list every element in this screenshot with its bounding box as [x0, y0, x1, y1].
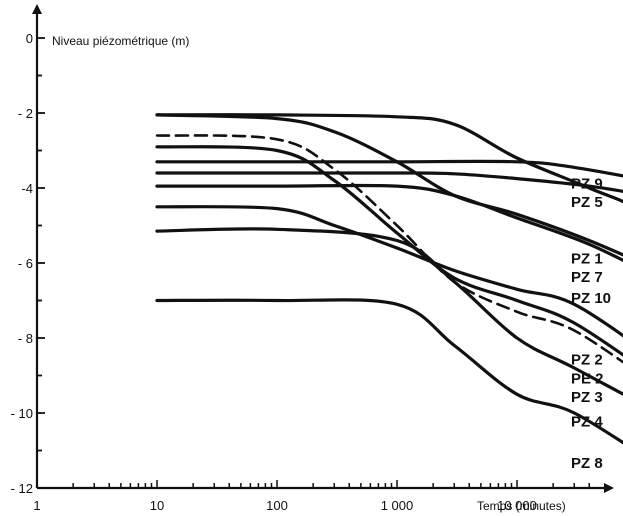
series-line-pz-2: [155, 205, 623, 338]
x-axis-title: Temps (minutes): [477, 499, 566, 513]
y-tick-label: -4: [21, 181, 33, 196]
x-tick-label: 10 000: [497, 498, 537, 513]
series-label-pe-2: PE 2: [571, 370, 604, 387]
series-line-pz-7: [155, 113, 623, 257]
y-tick-label: 0: [26, 31, 33, 46]
axes: 0 - 2 -4 - 6 - 8 - 10 - 121 10 100 1 000 10 000: [11, 4, 614, 513]
series-label-pz-5: PZ 5: [571, 194, 603, 211]
series-label-pz-2: PZ 2: [571, 352, 603, 369]
series-label-pz-1: PZ 1: [571, 250, 603, 267]
series-line-pz-10: [155, 183, 623, 262]
series-lines: [155, 113, 623, 445]
y-tick-label: - 12: [11, 481, 33, 496]
series-label-pz-10: PZ 10: [571, 290, 611, 307]
series-label-pz-8: PZ 8: [571, 455, 603, 472]
y-tick-label: - 8: [18, 331, 33, 346]
y-tick-label: - 10: [11, 406, 33, 421]
series-label-pz-3: PZ 3: [571, 389, 603, 406]
series-line-pz-8: [155, 298, 623, 445]
y-tick-label: - 2: [18, 106, 33, 121]
y-tick-label: - 6: [18, 256, 33, 271]
series-line-pz-9: [155, 159, 623, 178]
series-labels: PZ 9 PZ 5 PZ 1 PZ 7 PZ 10 PZ 2PE 2 PZ 3 PZ 4 PZ …: [571, 175, 611, 471]
series-line-pz-5: [155, 171, 623, 193]
series-line-pz-1: [155, 113, 623, 204]
x-tick-label: 1 000: [381, 498, 414, 513]
x-tick-label: 10: [150, 498, 164, 513]
series-label-pz-9: PZ 9: [571, 175, 603, 192]
x-tick-label: 1: [33, 498, 40, 513]
y-axis-title: Niveau piézométrique (m): [52, 34, 189, 48]
x-tick-label: 100: [266, 498, 288, 513]
series-line-pz-4: [155, 227, 623, 396]
series-label-pz-7: PZ 7: [571, 269, 603, 286]
series-label-pz-4: PZ 4: [571, 414, 603, 431]
series-line-pe-2: [155, 134, 623, 364]
